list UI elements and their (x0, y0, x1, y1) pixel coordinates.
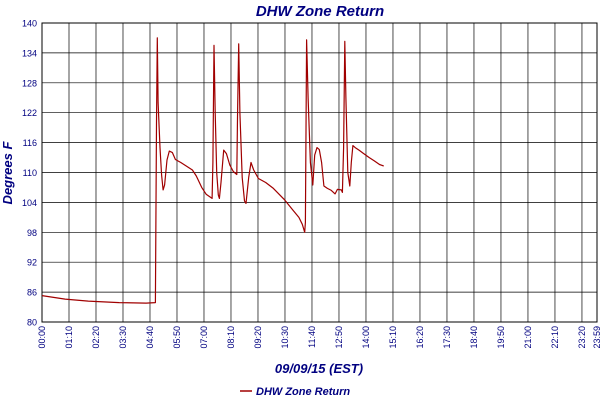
x-tick-label: 04:40 (145, 326, 155, 349)
y-tick-labels: 80 86 92 98 104 110 116 122 128 134 140 (22, 19, 37, 328)
series-layer (41, 37, 384, 304)
x-tick-label: 14:00 (361, 326, 371, 349)
x-tick-label: 05:50 (172, 326, 182, 349)
y-axis-label: Degrees F (0, 141, 15, 205)
y-tick-label: 134 (22, 48, 37, 58)
x-tick-labels: 00:00 01:10 02:20 03:30 04:40 05:50 07:00 08:10… (37, 326, 600, 349)
y-tick-label: 92 (27, 258, 37, 268)
x-tick-label: 15:10 (388, 326, 398, 349)
x-tick-label: 11:40 (307, 326, 317, 348)
x-tick-label: 10:30 (280, 326, 290, 349)
x-tick-label: 16:20 (415, 326, 425, 349)
x-tick-label: 01:10 (64, 326, 74, 349)
y-tick-label: 128 (22, 78, 37, 88)
y-tick-label: 140 (22, 19, 37, 29)
y-tick-label: 98 (27, 228, 37, 238)
x-tick-label: 17:30 (442, 326, 452, 349)
x-tick-label: 23:59 (592, 326, 600, 349)
x-tick-label: 02:20 (91, 326, 101, 349)
x-tick-label: 00:00 (37, 326, 47, 349)
x-axis-label: 09/09/15 (EST) (275, 361, 363, 376)
legend-label: DHW Zone Return (256, 386, 350, 398)
x-tick-label: 21:00 (523, 326, 533, 349)
x-tick-label: 09:20 (253, 326, 263, 349)
x-tick-label: 22:10 (550, 326, 560, 349)
series-line-dhw-zone-return (41, 37, 384, 304)
y-tick-label: 110 (23, 168, 37, 178)
y-tick-label: 116 (23, 138, 37, 148)
x-tick-label: 03:30 (118, 326, 128, 349)
chart-title: DHW Zone Return (256, 3, 384, 20)
x-tick-label: 23:20 (577, 326, 587, 349)
legend: DHW Zone Return (240, 386, 350, 398)
x-tick-label: 12:50 (334, 326, 344, 349)
y-tick-label: 104 (22, 198, 37, 208)
x-tick-label: 07:00 (199, 326, 209, 349)
x-tick-label: 19:50 (496, 326, 506, 349)
y-tick-label: 122 (22, 108, 37, 118)
gridlines (41, 22, 598, 323)
y-tick-label: 86 (27, 288, 37, 298)
y-tick-label: 80 (27, 318, 37, 328)
x-tick-label: 08:10 (226, 326, 236, 349)
x-tick-label: 18:40 (469, 326, 479, 349)
